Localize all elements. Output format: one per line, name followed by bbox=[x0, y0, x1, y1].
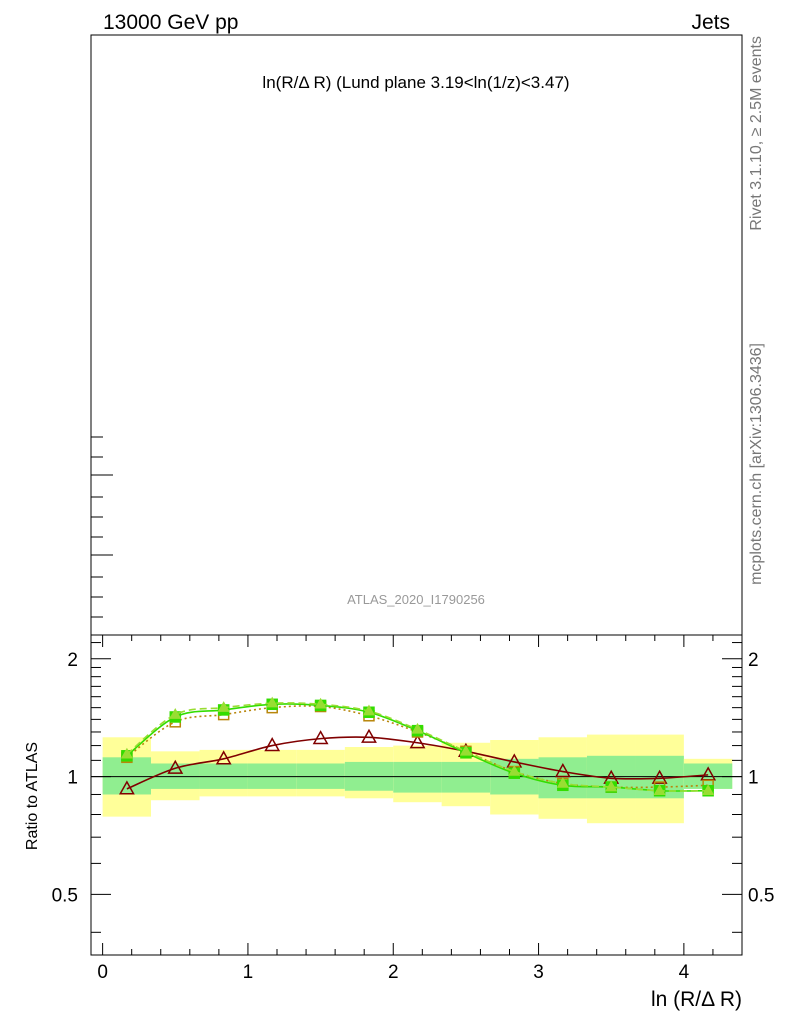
data-point bbox=[362, 704, 376, 716]
rivet-version-label: Rivet 3.1.10, ≥ 2.5M events bbox=[748, 36, 765, 231]
analysis-watermark: ATLAS_2020_I1790256 bbox=[347, 592, 485, 607]
x-axis-label: ln (R/Δ R) bbox=[651, 988, 742, 1011]
x-tick-label: 2 bbox=[388, 962, 399, 983]
data-point bbox=[554, 763, 571, 778]
ratio-plot-frame bbox=[90, 634, 743, 956]
data-point bbox=[508, 765, 521, 776]
data-point bbox=[167, 759, 184, 774]
series-layer bbox=[118, 696, 717, 797]
data-point bbox=[653, 784, 666, 795]
ratio-axis-ticks: 0 1 2 3 4 0.5 0.5 1 1 2 2 bbox=[52, 635, 774, 983]
data-point bbox=[314, 697, 327, 709]
series-line bbox=[126, 736, 709, 790]
data-point bbox=[411, 722, 424, 734]
series-4 bbox=[120, 696, 715, 795]
inner-band-bin bbox=[393, 761, 442, 793]
inner-band-bin bbox=[441, 761, 491, 793]
data-point bbox=[651, 769, 668, 784]
y-tick-label-left: 2 bbox=[67, 650, 78, 671]
y-axis-label: Ratio to ATLAS bbox=[24, 742, 41, 850]
data-point bbox=[459, 744, 472, 756]
y-tick-label-left: 1 bbox=[67, 768, 78, 789]
main-left-axis-ticks bbox=[91, 436, 113, 618]
data-point bbox=[217, 701, 230, 712]
data-point bbox=[312, 730, 329, 745]
data-point bbox=[361, 728, 377, 743]
data-point bbox=[556, 776, 569, 788]
x-tick-label: 4 bbox=[679, 962, 690, 983]
data-point bbox=[169, 708, 182, 719]
data-point bbox=[605, 780, 618, 792]
header-left: 13000 GeV pp bbox=[103, 11, 238, 34]
y-tick-label-right: 0.5 bbox=[748, 885, 774, 906]
x-tick-label: 1 bbox=[243, 962, 254, 983]
ratio-panel: 0 1 2 3 4 0.5 0.5 1 1 2 2 bbox=[52, 634, 774, 983]
y-tick-label-right: 1 bbox=[748, 768, 759, 789]
data-point bbox=[118, 780, 135, 795]
data-point bbox=[266, 696, 279, 708]
data-point bbox=[215, 750, 232, 765]
header-right: Jets bbox=[691, 11, 730, 34]
data-point bbox=[409, 734, 426, 749]
mcplots-reference-label: mcplots.cern.ch [arXiv:1306.3436] bbox=[748, 343, 765, 585]
data-point bbox=[120, 747, 133, 759]
x-tick-label: 0 bbox=[97, 962, 108, 983]
main-plot-frame bbox=[90, 34, 743, 636]
plot-title: ln(R/Δ R) (Lund plane 3.19<ln(1/z)<3.47) bbox=[262, 73, 569, 92]
data-point bbox=[264, 737, 281, 752]
y-tick-label-right: 2 bbox=[748, 650, 759, 671]
data-point bbox=[702, 784, 715, 795]
y-tick-label-left: 0.5 bbox=[52, 885, 78, 906]
x-tick-label: 3 bbox=[533, 962, 544, 983]
